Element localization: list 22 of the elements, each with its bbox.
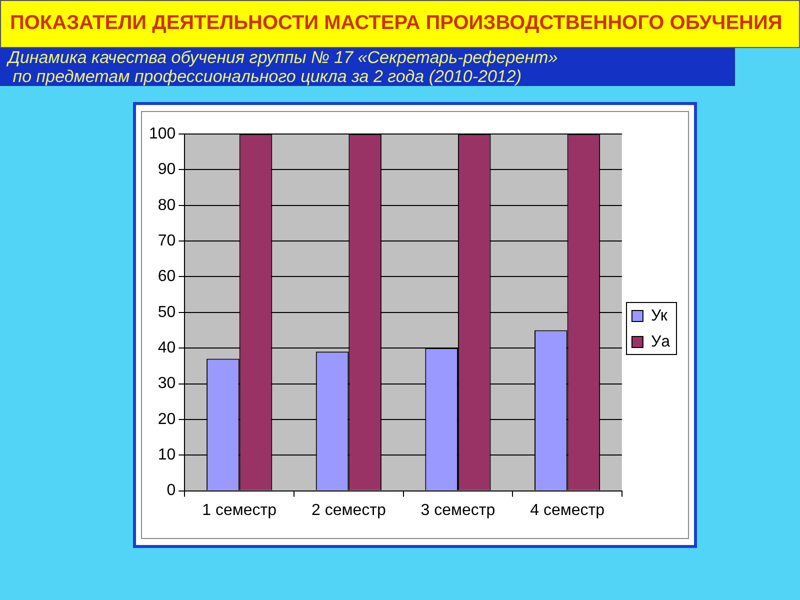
y-tick-label: 50 <box>158 304 176 321</box>
y-tick-label: 30 <box>158 375 176 392</box>
legend-label: Ук <box>650 307 668 324</box>
chart-title: ПОКАЗАТЕЛИ ДЕЯТЕЛЬНОСТИ МАСТЕРА ПРОИЗВОДСТВЕННОГО ОБУЧЕНИЯ <box>10 12 782 35</box>
y-tick-label: 40 <box>158 339 176 356</box>
y-tick-label: 80 <box>158 196 176 214</box>
y-tick-label: 70 <box>158 232 176 250</box>
y-tick-label: 60 <box>158 268 176 286</box>
x-tick-label: 4 семестр <box>530 502 605 519</box>
chart-frame: Ук Уа 1 семестр 2 семестр 3 семестр 4 семестр 0 10 20 30 40 50 60 70 80 90 100 <box>133 102 697 548</box>
subtitle-banner: Динамика качества обучения группы № 17 «Секретарь-референт» по предметам профессионального цикла за 2 года (2010-2012) <box>0 48 735 86</box>
y-tick-label: 0 <box>166 482 176 500</box>
y-tick-label: 20 <box>158 410 176 428</box>
y-tick-label: 90 <box>158 161 176 178</box>
y-tick-label: 100 <box>148 125 176 142</box>
legend-label: Уа <box>650 333 670 350</box>
x-tick-label: 3 семестр <box>420 502 496 519</box>
x-tick-label: 1 семестр <box>202 502 277 519</box>
chart-subtitle: Динамика качества обучения группы № 17 «Секретарь-референт» по предметам профессионального цикла за 2 года (2010-2012) <box>8 48 558 86</box>
y-tick-label: 10 <box>158 446 176 464</box>
x-tick-label: 2 семестр <box>311 502 386 519</box>
title-banner: ПОКАЗАТЕЛИ ДЕЯТЕЛЬНОСТИ МАСТЕРА ПРОИЗВОДСТВЕННОГО ОБУЧЕНИЯ <box>0 0 800 48</box>
